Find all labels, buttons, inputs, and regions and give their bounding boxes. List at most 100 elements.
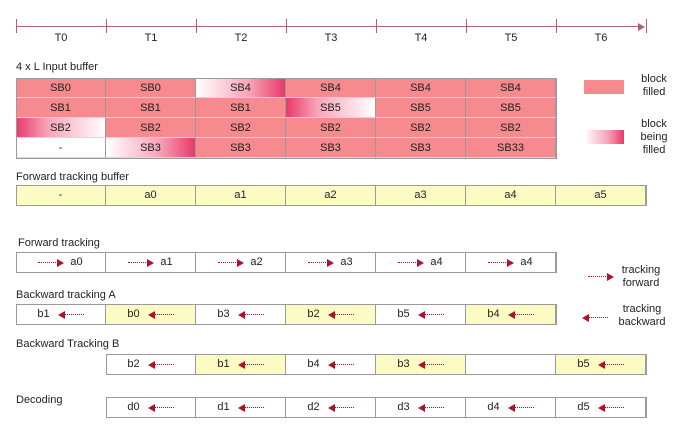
cell-label: a0 [144,189,157,201]
cell-label: b3 [217,308,230,320]
decoding-cell: d4 [466,397,556,417]
forward-arrow-icon [488,258,515,267]
cell-label: - [58,189,63,201]
cell-label: a2 [324,189,337,201]
backward-arrow-icon [237,310,264,319]
backward-b-frame [106,354,647,375]
forward-buffer-cell: a1 [196,185,286,205]
timeline-label: T0 [54,32,68,44]
cell-label: b5 [397,308,410,320]
forward-arrow-icon [218,258,245,267]
backward-a-title: Backward tracking A [16,289,116,301]
forward-arrow-icon [308,258,335,267]
backward-arrow-icon [237,403,264,412]
backward-a-cell: b4 [466,304,556,324]
timeline-tick [16,19,17,33]
forward-tracking-cell: a4 [466,252,556,272]
forward-tracking-cell: a1 [106,252,196,272]
backward-b-cell: b4 [286,354,376,374]
forward-tracking-cell: a2 [196,252,286,272]
backward-arrow-icon [147,310,174,319]
forward-arrow-icon [128,258,155,267]
backward-b-cell [466,354,556,374]
cell-label: b1 [37,308,50,320]
input-buffer-cell: SB4 [286,78,376,98]
forward-buffer-title: Forward tracking buffer [16,171,129,183]
input-buffer-cell: SB5 [376,98,466,118]
cell-label: d0 [127,401,140,413]
cell-label: b5 [577,358,590,370]
cell-label: b4 [307,358,320,370]
backward-arrow-icon [327,360,354,369]
forward-buffer-cell: a4 [466,185,556,205]
cell-label: d1 [217,401,230,413]
backward-b-title: Backward Tracking B [16,338,120,350]
cell-label: b3 [397,358,410,370]
cell-label: b4 [487,308,500,320]
decoding-frame [106,397,647,418]
backward-arrow-icon [507,310,534,319]
input-buffer-cell: SB1 [16,98,106,118]
timeline-arrow-icon [638,23,645,31]
input-buffer-cell: SB0 [16,78,106,98]
decoding-cell: d3 [376,397,466,417]
backward-a-cell: b1 [16,304,106,324]
cell-label: a1 [234,189,247,201]
cell-label: a3 [414,189,427,201]
input-buffer-cell: SB1 [196,98,286,118]
cell-label: a4 [504,189,517,201]
backward-arrow-icon [327,403,354,412]
legend-filled-swatch [584,80,624,94]
cell-label: a5 [594,189,607,201]
input-buffer-cell: SB0 [106,78,196,98]
backward-a-cell: b3 [196,304,286,324]
backward-arrow-icon [417,310,444,319]
backward-arrow-icon [147,360,174,369]
input-buffer-frame [16,78,557,159]
cell-label: d4 [487,401,500,413]
cell-label: a0 [70,256,83,268]
cell-label: b0 [127,308,140,320]
legend-filling-swatch [584,130,624,144]
legend-forward-label: tracking forward [621,264,661,289]
timeline-label: T5 [504,32,518,44]
input-buffer-cell: SB3 [106,138,196,158]
backward-a-cell: b5 [376,304,466,324]
timeline-tick [646,19,647,33]
timeline-label: T3 [324,32,338,44]
forward-arrow-icon [38,258,65,267]
decoding-title: Decoding [16,394,63,406]
forward-buffer-cell: a5 [556,185,646,205]
input-buffer-cell: SB2 [106,118,196,138]
cell-label: a1 [160,256,173,268]
backward-arrow-icon [147,403,174,412]
timeline-label: T2 [234,32,248,44]
input-buffer-title: 4 x L Input buffer [16,61,98,73]
timeline-label: T4 [414,32,428,44]
backward-arrow-icon [237,360,264,369]
input-buffer-cell: SB5 [466,98,556,118]
cell-label: a4 [520,256,533,268]
decoding-cell: d5 [556,397,646,417]
legend-backward-label: tracking backward [618,303,666,328]
input-buffer-cell: SB33 [466,138,556,158]
backward-arrow-icon [597,360,624,369]
input-buffer-cell: SB2 [196,118,286,138]
timeline-tick [106,19,107,33]
decoding-cell: d2 [286,397,376,417]
input-buffer-cell: SB2 [286,118,376,138]
timeline-tick [376,19,377,33]
input-buffer-cell: SB2 [466,118,556,138]
input-buffer-cell: SB2 [376,118,466,138]
forward-tracking-cell: a3 [286,252,376,272]
forward-tracking-cell: a0 [16,252,106,272]
timeline-label: T6 [594,32,608,44]
input-buffer-cell: SB4 [466,78,556,98]
timeline-label: T1 [144,32,158,44]
forward-tracking-cell: a4 [376,252,466,272]
cell-label: a3 [340,256,353,268]
legend-filling-label: block being filled [640,118,668,156]
backward-b-cell: b5 [556,354,646,374]
backward-arrow-icon [57,310,84,319]
forward-arrow-icon [398,258,425,267]
